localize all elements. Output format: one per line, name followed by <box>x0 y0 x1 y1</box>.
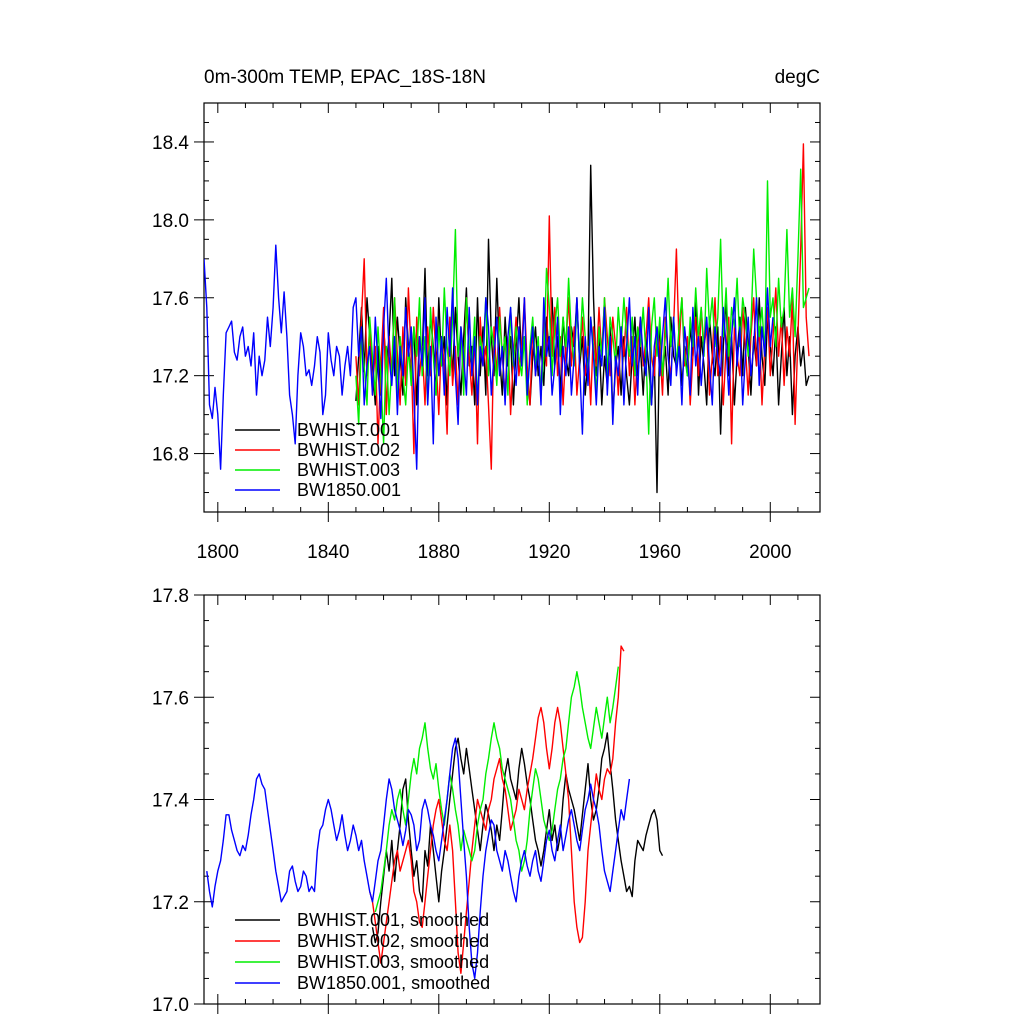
bottom-series-line-2 <box>369 645 625 974</box>
x-tick-label: 2000 <box>749 542 791 563</box>
top-series-line-2 <box>355 143 810 470</box>
panel-bottom-smoothed: 17.0 17.2 17.4 17.6 17.8 BWHIST.001, smoothed… <box>152 586 821 1016</box>
y-tick-label: 17.6 <box>152 688 189 709</box>
x-tick-label: 1920 <box>528 542 570 563</box>
x-tick-label: 1800 <box>197 542 239 563</box>
y-tick-label: 16.8 <box>152 445 189 466</box>
x-tick-label: 1960 <box>639 542 681 563</box>
top-legend-label: BWHIST.001 <box>297 420 400 440</box>
chart-title: 0m-300m TEMP, EPAC_18S-18N <box>204 67 486 88</box>
bottom-legend-label: BWHIST.001, smoothed <box>297 910 489 930</box>
panel-top-temperature: 1800 1840 1880 1920 1960 2000 16.8 17.2 17.6 18.0… <box>152 67 821 563</box>
y-tick-label: 17.2 <box>152 367 189 388</box>
top-legend-label: BW1850.001 <box>297 480 401 500</box>
bottom-series-line-4 <box>206 737 631 980</box>
chart-units: degC <box>775 67 820 88</box>
x-tick-label: 1880 <box>418 542 460 563</box>
top-legend-label: BWHIST.002 <box>297 440 400 460</box>
x-tick-label: 1840 <box>307 542 349 563</box>
top-plot-frame <box>203 102 821 513</box>
y-tick-label: 18.4 <box>152 133 189 154</box>
y-tick-label: 17.0 <box>152 995 189 1016</box>
bottom-legend-label: BWHIST.002, smoothed <box>297 931 489 951</box>
y-tick-label: 17.6 <box>152 289 189 310</box>
y-tick-label: 18.0 <box>152 211 189 232</box>
bottom-legend-label: BW1850.001, smoothed <box>297 973 490 993</box>
bottom-series-line-3 <box>374 666 619 913</box>
y-tick-label: 17.8 <box>152 586 189 607</box>
y-tick-label: 17.2 <box>152 893 189 914</box>
top-legend-label: BWHIST.003 <box>297 460 400 480</box>
bottom-series-line-1 <box>371 732 664 944</box>
y-tick-label: 17.4 <box>152 791 189 812</box>
top-series-line-4 <box>204 244 774 470</box>
bottom-legend-label: BWHIST.003, smoothed <box>297 952 489 972</box>
